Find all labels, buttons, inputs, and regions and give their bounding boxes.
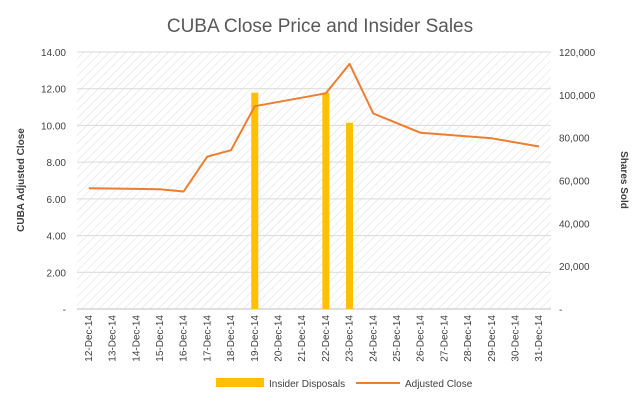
x-tick-label: 22-Dec-14: [321, 315, 332, 362]
right-axis-title: Shares Sold: [618, 151, 629, 209]
left-axis: - 2.00 4.00 6.00 8.00 10.00 12.00 14.00: [41, 48, 66, 316]
insider-disposals-bars: [251, 92, 354, 309]
legend-swatch-insider-disposals: [216, 378, 264, 387]
left-tick-label: 2.00: [47, 268, 67, 279]
x-tick-label: 27-Dec-14: [439, 315, 450, 362]
x-tick-label: 15-Dec-14: [155, 315, 166, 362]
left-tick-label: 6.00: [47, 195, 67, 206]
x-tick-label: 26-Dec-14: [416, 315, 427, 362]
x-tick-label: 31-Dec-14: [534, 315, 545, 362]
x-tick-label: 14-Dec-14: [131, 315, 142, 362]
x-tick-label: 29-Dec-14: [487, 315, 498, 362]
x-tick-label: 23-Dec-14: [345, 315, 356, 362]
bar-insider-disposals: [322, 92, 330, 309]
right-tick-label: 20,000: [559, 262, 590, 273]
left-axis-title: CUBA Adjusted Close: [16, 128, 27, 232]
x-tick-label: 17-Dec-14: [202, 315, 213, 362]
x-tick-label: 21-Dec-14: [297, 315, 308, 362]
legend-label-insider-disposals: Insider Disposals: [269, 379, 345, 390]
gridlines: [77, 51, 551, 310]
chart-title: CUBA Close Price and Insider Sales: [167, 16, 473, 37]
right-axis: - 20,000 40,000 60,000 80,000 100,000 120,000: [559, 48, 596, 316]
left-tick-label: -: [63, 305, 66, 316]
bar-insider-disposals: [346, 122, 354, 309]
x-tick-label: 16-Dec-14: [179, 315, 190, 362]
x-tick-label: 19-Dec-14: [250, 315, 261, 362]
legend-label-adjusted-close: Adjusted Close: [405, 379, 473, 390]
x-tick-label: 13-Dec-14: [108, 315, 119, 362]
x-tick-label: 12-Dec-14: [84, 315, 95, 362]
x-tick-label: 30-Dec-14: [510, 315, 521, 362]
right-tick-label: 60,000: [559, 177, 590, 188]
left-tick-label: 4.00: [47, 232, 67, 243]
line-adjusted-close: [88, 62, 540, 193]
x-tick-label: 25-Dec-14: [392, 315, 403, 362]
left-tick-label: 8.00: [47, 158, 67, 169]
x-axis: 12-Dec-14 13-Dec-14 14-Dec-14 15-Dec-14 16-D…: [84, 315, 545, 362]
right-tick-label: 100,000: [559, 91, 596, 102]
x-tick-label: 20-Dec-14: [273, 315, 284, 362]
plot-area: [77, 52, 551, 309]
right-tick-label: 80,000: [559, 134, 590, 145]
x-tick-label: 18-Dec-14: [226, 315, 237, 362]
left-tick-label: 14.00: [41, 48, 66, 59]
adjusted-close-line: [88, 62, 540, 193]
left-tick-label: 10.00: [41, 121, 66, 132]
left-tick-label: 12.00: [41, 85, 66, 96]
right-tick-label: -: [559, 305, 562, 316]
x-tick-label: 24-Dec-14: [368, 315, 379, 362]
right-tick-label: 120,000: [559, 48, 596, 59]
legend: Insider Disposals Adjusted Close: [216, 378, 473, 390]
x-tick-label: 28-Dec-14: [463, 315, 474, 362]
right-tick-label: 40,000: [559, 219, 590, 230]
bar-insider-disposals: [251, 92, 259, 309]
